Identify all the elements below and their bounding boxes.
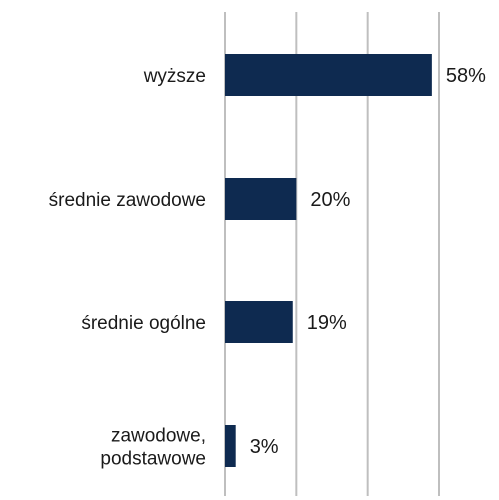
bar-3 [225, 425, 236, 467]
bar-2 [225, 301, 293, 343]
bars [225, 54, 432, 467]
value-label-0: 58% [446, 65, 486, 87]
category-label-3-line-0: zawodowe, [111, 426, 206, 447]
value-label-3: 3% [250, 436, 279, 458]
value-label-1: 20% [310, 189, 350, 211]
category-label-2: średnie ogólne [81, 313, 206, 334]
bar-1 [225, 178, 297, 220]
bar-0 [225, 54, 432, 96]
category-label-3-line-1: podstawowe [100, 449, 206, 470]
value-labels: 58% 20% 19% 3% [250, 65, 486, 458]
category-label-1: średnie zawodowe [49, 190, 206, 211]
category-label-0: wyższe [143, 66, 206, 87]
value-label-2: 19% [307, 312, 347, 334]
category-labels: wyższe średnie zawodowe średnie ogólne zawo… [49, 66, 206, 470]
